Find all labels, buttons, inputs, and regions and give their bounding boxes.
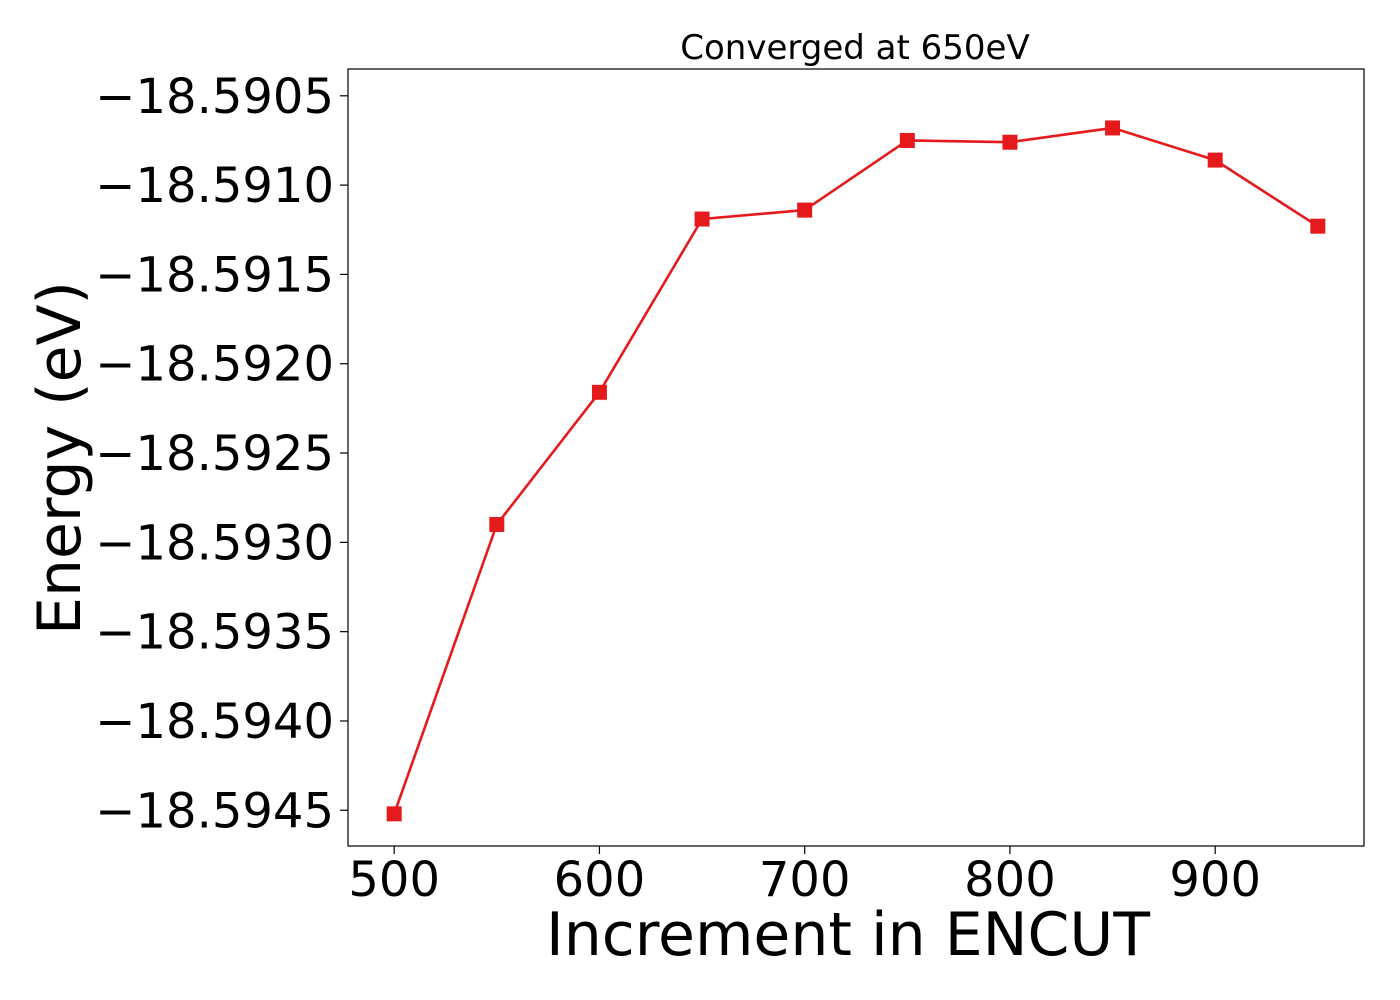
- data-point-marker: [489, 516, 505, 532]
- y-tick-label: −18.5910: [95, 158, 334, 214]
- x-axis-ticks: 500 600 700 800 900: [348, 846, 1261, 908]
- x-tick-label: 700: [759, 852, 851, 908]
- x-tick-label: 500: [348, 852, 440, 908]
- x-tick-label: 800: [964, 852, 1056, 908]
- data-point-marker: [591, 384, 607, 400]
- data-point-marker: [1105, 120, 1121, 136]
- data-point-marker: [694, 211, 710, 227]
- y-tick-label: −18.5945: [95, 783, 334, 839]
- y-tick-label: −18.5940: [95, 694, 334, 750]
- y-axis-label: Energy (eV): [25, 281, 95, 635]
- y-tick-label: −18.5920: [95, 337, 334, 393]
- data-point-marker: [386, 806, 402, 822]
- chart-title: Converged at 650eV: [680, 28, 1029, 68]
- series-line: [392, 126, 1319, 815]
- plot-frame: [347, 68, 1365, 847]
- y-tick-label: −18.5905: [95, 69, 334, 125]
- y-tick-label: −18.5935: [95, 605, 334, 661]
- data-point-marker: [797, 202, 813, 218]
- y-axis-ticks: −18.5905 −18.5910 −18.5915 −18.5920 −18.5925…: [95, 69, 348, 839]
- x-axis-label: Increment in ENCUT: [546, 900, 1150, 970]
- series-layer: [386, 120, 1326, 822]
- y-tick-label: −18.5925: [95, 426, 334, 482]
- y-tick-label: −18.5930: [95, 515, 334, 571]
- x-tick-label: 600: [554, 852, 646, 908]
- x-tick-label: 900: [1169, 852, 1261, 908]
- y-tick-label: −18.5915: [95, 247, 334, 303]
- plot-area: 500 600 700 800 900 −18.5905 −18.5910 −18.5915…: [95, 68, 1365, 908]
- data-point-marker: [899, 132, 915, 148]
- data-point-marker: [1002, 134, 1018, 150]
- data-point-marker: [1310, 218, 1326, 234]
- data-point-marker: [1207, 152, 1223, 168]
